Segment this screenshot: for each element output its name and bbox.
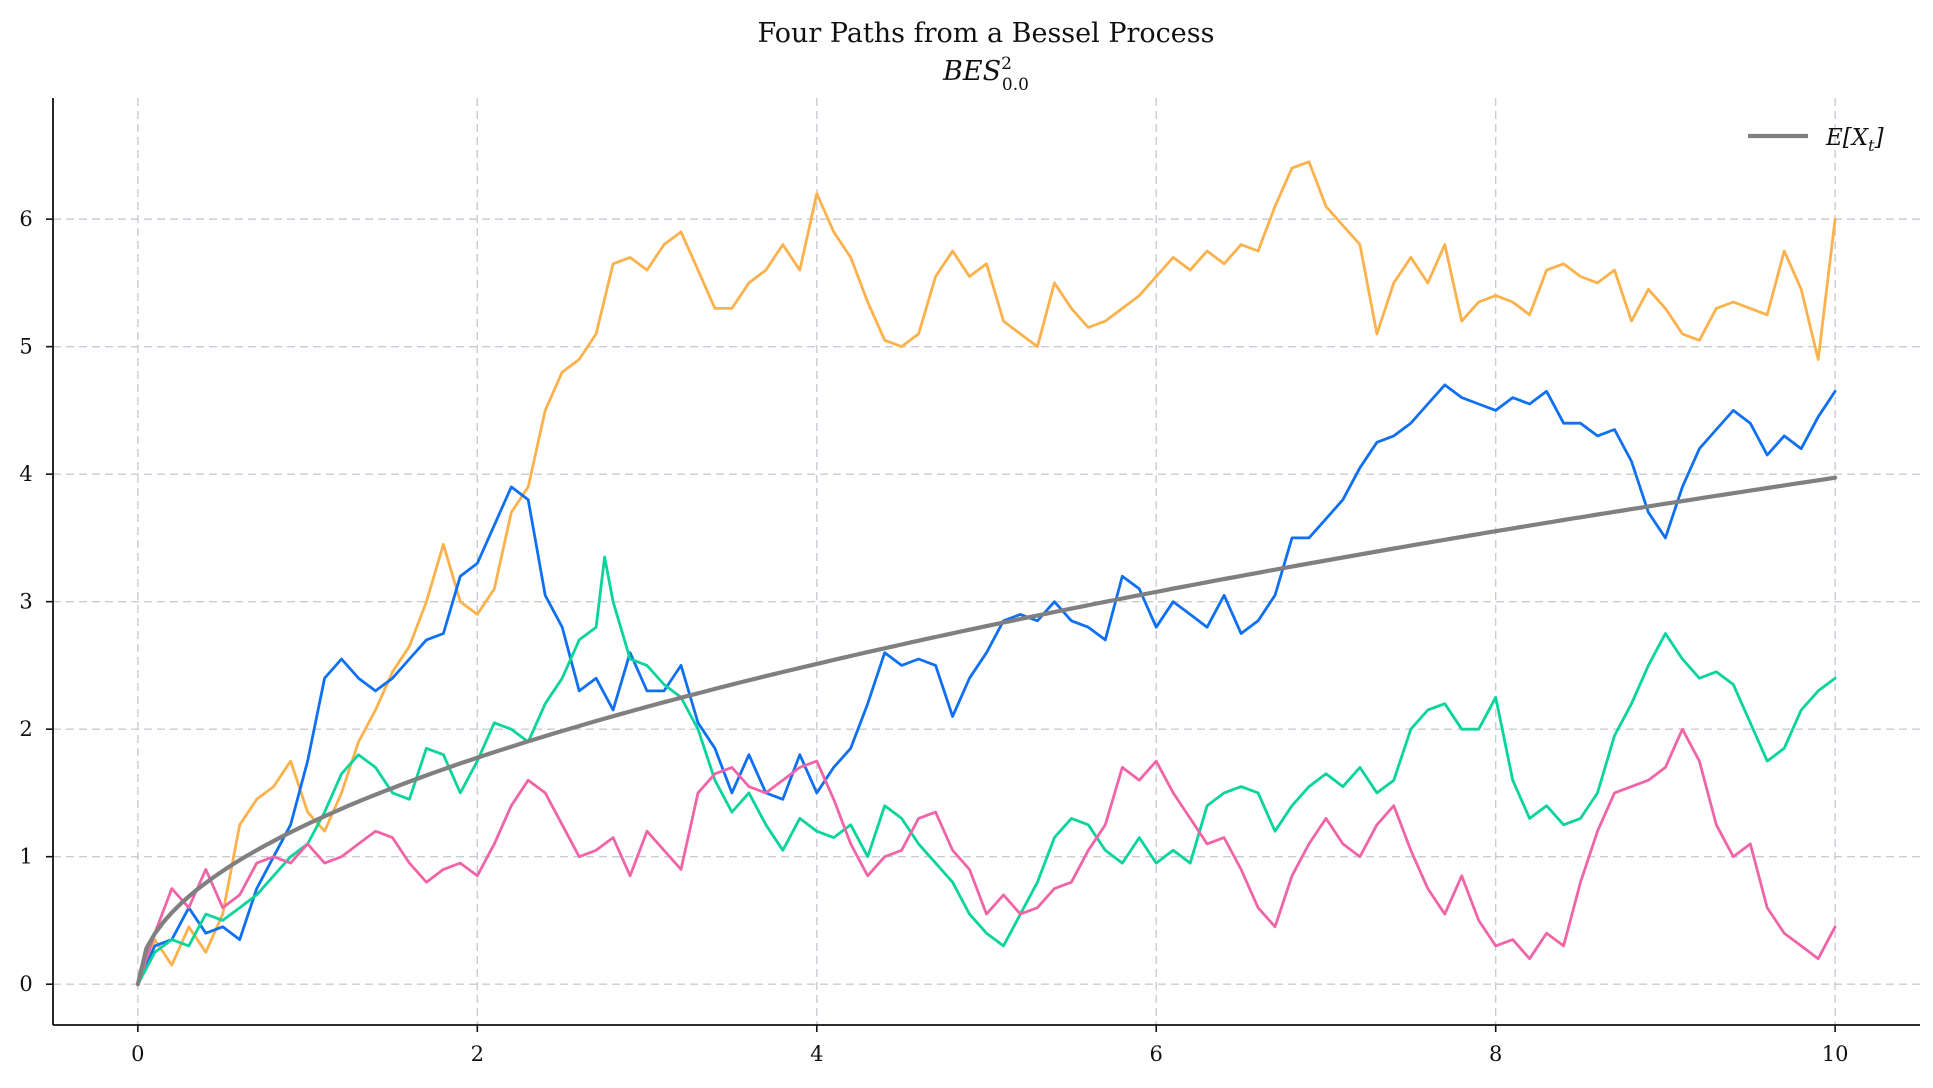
legend-label-base: E[X (1825, 125, 1870, 151)
legend: E[Xt] (1748, 125, 1884, 155)
chart-subtitle: BES2 0.0 (942, 54, 1029, 95)
y-tick-label: 1 (19, 845, 32, 869)
x-tick-label: 6 (1150, 1042, 1163, 1066)
chart-title: Four Paths from a Bessel Process (757, 18, 1214, 49)
series (135, 160, 1838, 987)
y-tick-label: 0 (19, 972, 32, 996)
x-tick-label: 0 (131, 1042, 144, 1066)
y-tick-label: 2 (19, 717, 32, 741)
expected-value-line (135, 475, 1838, 987)
y-tick-label: 3 (19, 590, 32, 614)
subtitle-superscript: 2 (1001, 54, 1012, 74)
path-line-3 (136, 555, 1837, 986)
y-tick-label: 4 (19, 462, 32, 486)
y-tick-label: 6 (19, 207, 32, 231)
x-tick-label: 4 (810, 1042, 823, 1066)
x-tick-label: 10 (1822, 1042, 1849, 1066)
axes: 0 2 4 6 8 10 0 1 2 3 4 5 6 (19, 98, 1920, 1066)
subtitle-base: BES (942, 56, 1001, 87)
path-line-4 (136, 727, 1837, 986)
path-line-2 (136, 383, 1837, 986)
y-tick-label: 5 (19, 335, 32, 359)
x-tick-label: 2 (471, 1042, 484, 1066)
x-tick-label: 8 (1489, 1042, 1502, 1066)
grid (53, 98, 1920, 1025)
subtitle-subscript: 0.0 (1002, 75, 1029, 95)
legend-label-sub: t (1868, 136, 1875, 155)
legend-label-end: ] (1874, 125, 1884, 151)
path-line-1 (136, 160, 1837, 986)
legend-label: E[Xt] (1825, 125, 1884, 155)
